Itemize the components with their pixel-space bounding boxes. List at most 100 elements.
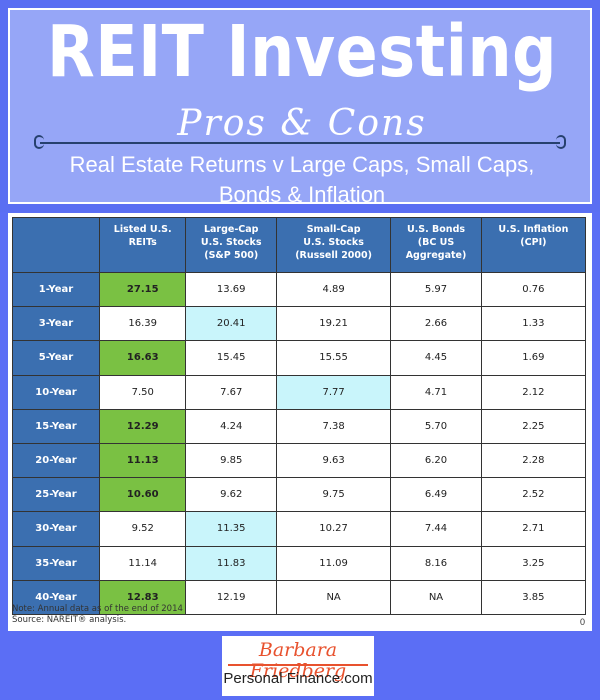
column-header-line: Small-Cap: [306, 224, 361, 235]
table-cell: 5.97: [390, 271, 482, 308]
table-cell: 9.85: [185, 442, 277, 479]
table-cell: 7.50: [98, 374, 187, 410]
tagline-line-1: Real Estate Returns v Large Caps, Small …: [69, 152, 535, 177]
table-cell: NA: [390, 579, 482, 615]
table-cell: 9.52: [98, 511, 187, 547]
table-cell: 7.44: [390, 511, 482, 547]
divider-line: [40, 142, 560, 144]
table-cell: 11.09: [275, 545, 392, 581]
column-header-line: (Russell 2000): [295, 249, 372, 261]
column-header-line: REITs: [128, 236, 157, 248]
table-body: 1-Year 27.15 13.69 4.89 5.97 0.76 3-Year 16.39 2…: [12, 271, 587, 615]
table-cell: 2.52: [480, 477, 587, 513]
column-header-line: (CPI): [520, 236, 547, 248]
table-cell: 10.27: [275, 511, 392, 547]
column-header-line: (BC US: [417, 236, 455, 248]
table-cell: 2.25: [480, 408, 587, 444]
table-header-row: Listed U.S. REITs Large-Cap U.S. Stocks (S&P…: [12, 217, 587, 273]
table-cell-highlighted: 10.60: [98, 477, 187, 513]
table-cell: 4.89: [275, 271, 392, 308]
brand-logo[interactable]: Barbara Friedberg Personal Finance.com: [222, 636, 374, 696]
table-row: 15-Year 12.29 4.24 7.38 5.70 2.25: [12, 408, 587, 444]
table-cell: 6.20: [390, 442, 482, 479]
table-cell: 19.21: [275, 306, 392, 342]
table-cell: 1.33: [480, 306, 587, 342]
column-header-line: U.S. Stocks: [200, 236, 262, 248]
hero-banner: REIT Investing Pros & Cons Real Estate R…: [0, 0, 600, 212]
period-label: 3-Year: [12, 306, 100, 342]
table-cell: 4.71: [390, 374, 482, 410]
table-cell-highlighted: 27.15: [98, 271, 187, 308]
footer: Barbara Friedberg Personal Finance.com: [0, 634, 600, 700]
table-cell-highlighted: 11.35: [185, 511, 277, 547]
table-cell: 7.38: [275, 408, 392, 444]
table-cell: 2.71: [480, 511, 587, 547]
column-header: Small-Cap U.S. Stocks (Russell 2000): [275, 217, 392, 273]
column-header-line: (S&P 500): [204, 249, 259, 261]
table-cell: 4.45: [390, 340, 482, 376]
column-header: Large-Cap U.S. Stocks (S&P 500): [185, 217, 277, 273]
table-cell: 4.24: [185, 408, 277, 444]
table-row: 5-Year 16.63 15.45 15.55 4.45 1.69: [12, 340, 587, 376]
period-label: 30-Year: [12, 511, 100, 547]
table-row: 30-Year 9.52 11.35 10.27 7.44 2.71: [12, 511, 587, 547]
period-label: 15-Year: [12, 408, 100, 444]
table-cell: 5.70: [390, 408, 482, 444]
table-cell-highlighted: 12.29: [98, 408, 187, 444]
page-number: 0: [580, 617, 586, 627]
column-header-line: U.S. Bonds: [406, 224, 466, 235]
table-row: 20-Year 11.13 9.85 9.63 6.20 2.28: [12, 442, 587, 479]
table-cell: 1.69: [480, 340, 587, 376]
tagline-line-2: Bonds & Inflation: [218, 182, 386, 207]
period-label: 10-Year: [12, 374, 100, 410]
table-cell: 3.25: [480, 545, 587, 581]
table-cell: 15.55: [275, 340, 392, 376]
table-cell: NA: [275, 579, 392, 615]
table-cell: 9.62: [185, 477, 277, 513]
column-header: U.S. Inflation (CPI): [480, 217, 587, 273]
table-row: 35-Year 11.14 11.83 11.09 8.16 3.25: [12, 545, 587, 581]
period-label: 25-Year: [12, 477, 100, 513]
table-cell-highlighted: 11.83: [185, 545, 277, 581]
table-row: 1-Year 27.15 13.69 4.89 5.97 0.76: [12, 271, 587, 308]
table-cell: 15.45: [185, 340, 277, 376]
column-header: U.S. Bonds (BC US Aggregate): [390, 217, 482, 273]
table-notes: Note: Annual data as of the end of 2014 …: [12, 604, 183, 626]
table-cell: 11.14: [98, 545, 187, 581]
table-note: Note: Annual data as of the end of 2014: [12, 604, 183, 614]
table-cell: 2.12: [480, 374, 587, 410]
table-cell-highlighted: 20.41: [185, 306, 277, 342]
table-cell-highlighted: 7.77: [275, 374, 392, 410]
column-header-line: Listed U.S.: [113, 224, 172, 235]
period-label: 1-Year: [12, 271, 100, 308]
table-cell: 2.66: [390, 306, 482, 342]
table-cell: 8.16: [390, 545, 482, 581]
column-header-line: Large-Cap: [203, 224, 259, 235]
table-cell: 9.75: [275, 477, 392, 513]
table-row: 3-Year 16.39 20.41 19.21 2.66 1.33: [12, 306, 587, 342]
period-label: 35-Year: [12, 545, 100, 581]
returns-table: Listed U.S. REITs Large-Cap U.S. Stocks (S&P…: [12, 217, 587, 615]
column-header-line: Aggregate): [405, 249, 467, 261]
hero-frame: REIT Investing Pros & Cons Real Estate R…: [8, 8, 592, 207]
returns-table-card: Listed U.S. REITs Large-Cap U.S. Stocks (S&P…: [8, 213, 592, 631]
table-cell: 9.63: [275, 442, 392, 479]
table-row: 25-Year 10.60 9.62 9.75 6.49 2.52: [12, 477, 587, 513]
logo-underline: [228, 664, 368, 666]
period-label: 5-Year: [12, 340, 100, 376]
table-cell-highlighted: 16.63: [98, 340, 187, 376]
table-cell: 7.67: [185, 374, 277, 410]
period-label: 20-Year: [12, 442, 100, 479]
table-cell: 13.69: [185, 271, 277, 308]
table-source: Source: NAREIT® analysis.: [12, 615, 127, 626]
divider-cap-left: [34, 135, 44, 149]
page-subtitle: Pros & Cons: [177, 103, 427, 144]
table-corner-cell: [12, 217, 100, 273]
divider-cap-right: [556, 135, 566, 149]
table-cell: 6.49: [390, 477, 482, 513]
column-header: Listed U.S. REITs: [98, 217, 187, 273]
table-cell: 12.19: [185, 579, 277, 615]
table-cell: 0.76: [480, 271, 587, 308]
table-cell-highlighted: 11.13: [98, 442, 187, 479]
page-title: REIT Investing: [46, 9, 558, 94]
